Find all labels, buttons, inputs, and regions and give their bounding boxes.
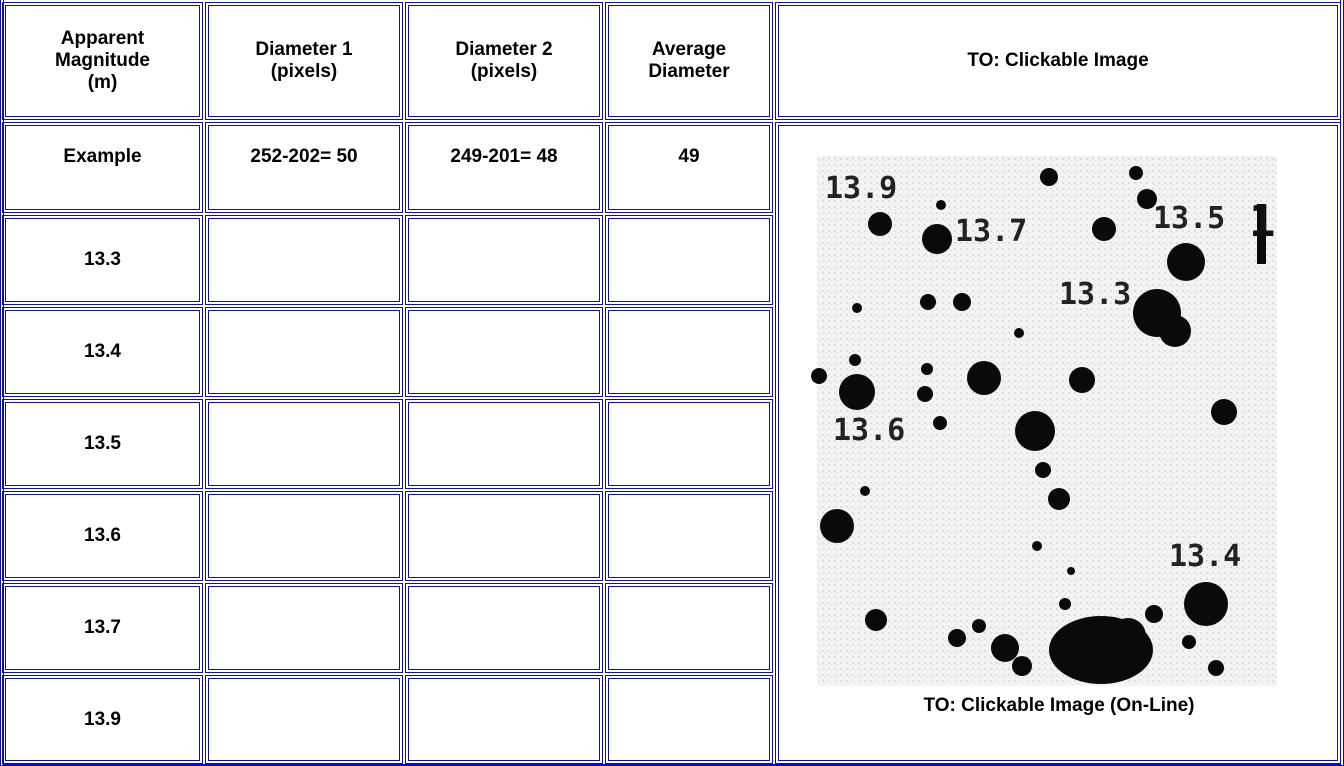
cell-text: Average Diameter bbox=[634, 39, 744, 83]
magnitude-cell: 13.4 bbox=[2, 307, 203, 397]
cell-text: 13.6 bbox=[84, 525, 121, 547]
example-cell: Example bbox=[2, 122, 203, 213]
image-cell: 13.9 13.7 13.5 1 13.3 13.6 13.4 TO: Clic… bbox=[775, 122, 1341, 764]
input-cell bbox=[405, 491, 603, 581]
cell-text: Apparent Magnitude (m) bbox=[48, 28, 158, 94]
input-cell bbox=[405, 307, 603, 397]
cell-text: 13.3 bbox=[84, 249, 121, 271]
input-cell bbox=[405, 399, 603, 489]
cell-text: 13.4 bbox=[84, 341, 121, 363]
input-cell bbox=[405, 675, 603, 764]
cell-text: 13.5 bbox=[84, 433, 121, 455]
cell-text: 13.7 bbox=[84, 617, 121, 639]
magnitude-cell: 13.3 bbox=[2, 215, 203, 305]
cell-text: Example bbox=[63, 146, 141, 168]
input-cell bbox=[605, 399, 773, 489]
header-cell: Diameter 1 (pixels) bbox=[205, 2, 403, 120]
example-cell: 49 bbox=[605, 122, 773, 213]
magnitude-cell: 13.6 bbox=[2, 491, 203, 581]
input-cell bbox=[205, 491, 403, 581]
star-field-image[interactable]: 13.9 13.7 13.5 1 13.3 13.6 13.4 TO: Clic… bbox=[779, 126, 1339, 762]
star-label: 13.7 bbox=[955, 214, 1027, 249]
header-cell: Diameter 2 (pixels) bbox=[405, 2, 603, 120]
header-cell: Average Diameter bbox=[605, 2, 773, 120]
cell-text: 249-201= 48 bbox=[450, 146, 557, 168]
input-cell bbox=[605, 491, 773, 581]
star-label: 13.3 bbox=[1059, 277, 1131, 312]
input-cell bbox=[605, 675, 773, 764]
magnitude-cell: 13.7 bbox=[2, 583, 203, 673]
cell-text: 49 bbox=[678, 146, 699, 168]
page: Apparent Magnitude (m) Diameter 1 (pixels… bbox=[0, 0, 1344, 766]
star-label: 1 bbox=[1249, 196, 1276, 247]
example-cell: 252-202= 50 bbox=[205, 122, 403, 213]
input-cell bbox=[405, 583, 603, 673]
input-cell bbox=[205, 215, 403, 305]
input-cell bbox=[605, 215, 773, 305]
input-cell bbox=[205, 307, 403, 397]
input-cell bbox=[205, 675, 403, 764]
cell-text: Diameter 1 (pixels) bbox=[244, 39, 364, 83]
magnitude-cell: 13.5 bbox=[2, 399, 203, 489]
header-cell: TO: Clickable Image bbox=[775, 2, 1341, 120]
star-label: 13.6 bbox=[833, 413, 905, 448]
input-cell bbox=[605, 583, 773, 673]
input-cell bbox=[205, 583, 403, 673]
star-label: 13.9 bbox=[825, 171, 897, 206]
star-label: 13.5 bbox=[1153, 201, 1225, 236]
input-cell bbox=[205, 399, 403, 489]
header-cell: Apparent Magnitude (m) bbox=[2, 2, 203, 120]
star-label: 13.4 bbox=[1169, 539, 1241, 574]
cell-text: 13.9 bbox=[84, 709, 121, 731]
cell-text: TO: Clickable Image bbox=[967, 50, 1148, 72]
magnitude-cell: 13.9 bbox=[2, 675, 203, 764]
input-cell bbox=[605, 307, 773, 397]
image-caption[interactable]: TO: Clickable Image (On-Line) bbox=[924, 695, 1195, 716]
cell-text: 252-202= 50 bbox=[250, 146, 357, 168]
input-cell bbox=[405, 215, 603, 305]
cell-text: Diameter 2 (pixels) bbox=[444, 39, 564, 83]
example-cell: 249-201= 48 bbox=[405, 122, 603, 213]
